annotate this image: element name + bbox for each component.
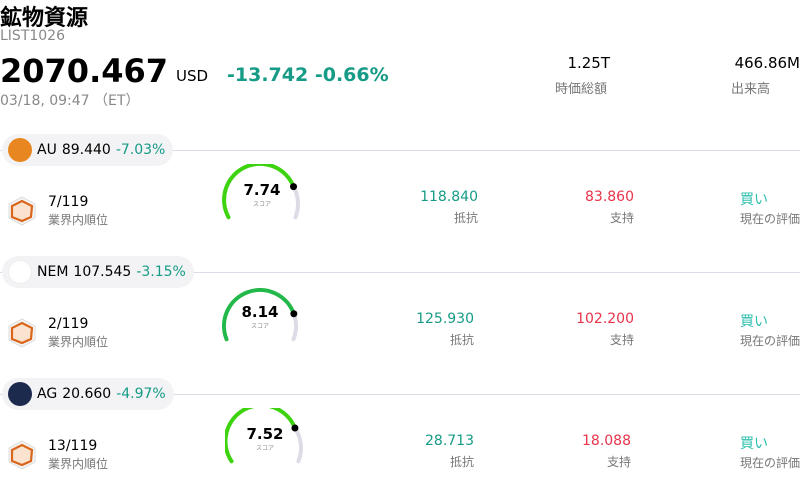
stock-row[interactable]: 13/119 業界内順位 7.52 スコア 28.713 抵抗 18.088 支… <box>0 403 800 490</box>
score-value: 8.14 <box>241 303 279 321</box>
stock-pill[interactable]: AU 89.440 -7.03% <box>2 134 174 166</box>
rating-value: 買い <box>740 314 768 330</box>
industry-rank: 7/119 <box>48 194 89 210</box>
support-value: 102.200 <box>576 311 634 327</box>
market-cap: 1.25T <box>567 54 610 72</box>
gauge-fill <box>222 161 296 220</box>
rating-label: 現在の評価 <box>740 212 800 226</box>
score-value: 7.52 <box>246 425 284 443</box>
stock-change: -4.97% <box>116 386 166 402</box>
list-code: LIST1026 <box>0 28 65 44</box>
resistance-value: 118.840 <box>420 189 478 205</box>
support-label: 支持 <box>609 211 634 225</box>
radar-chart-icon <box>8 440 36 470</box>
stock-change: -3.15% <box>136 264 186 280</box>
resistance-label: 抵抗 <box>449 333 474 347</box>
stock-pill[interactable]: AG 20.660 -4.97% <box>2 378 174 410</box>
volume: 466.86M <box>734 54 800 72</box>
ticker: AU <box>37 142 57 158</box>
support-value: 18.088 <box>582 433 631 449</box>
industry-rank: 13/119 <box>48 438 98 454</box>
support-label: 支持 <box>606 455 631 469</box>
support-value: 83.860 <box>585 189 634 205</box>
market-cap-label: 時価総額 <box>555 82 608 97</box>
stock-header[interactable]: AG 20.660 -4.97% <box>0 378 800 412</box>
company-logo-icon <box>8 382 32 406</box>
gauge-fill <box>222 288 296 342</box>
rating-value: 買い <box>740 436 768 452</box>
currency: USD <box>176 67 209 85</box>
industry-rank-label: 業界内順位 <box>48 335 109 349</box>
gauge-marker <box>291 424 299 432</box>
stock-header[interactable]: NEM 107.545 -3.15% <box>0 256 800 290</box>
change-percent: -0.66% <box>314 64 389 86</box>
resistance-value: 28.713 <box>425 433 474 449</box>
gauge-marker <box>290 183 298 191</box>
volume-label: 出来高 <box>731 82 771 97</box>
stock-price: 20.660 <box>62 386 112 402</box>
rating-label: 現在の評価 <box>740 456 800 470</box>
company-logo-icon <box>8 260 32 284</box>
change-value: -13.742 <box>227 64 309 86</box>
stock-pill[interactable]: NEM 107.545 -3.15% <box>2 256 194 288</box>
company-logo-icon <box>8 138 32 162</box>
stock-row[interactable]: 2/119 業界内順位 8.14 スコア 125.930 抵抗 102.200 … <box>0 288 800 368</box>
index-price: 2070.467 <box>0 52 169 90</box>
resistance-label: 抵抗 <box>449 455 474 469</box>
stock-change: -7.03% <box>115 142 166 158</box>
divider <box>0 394 800 395</box>
score-label: スコア <box>252 201 271 208</box>
stock-price: 107.545 <box>73 264 132 280</box>
price-change: -13.742 -0.66% <box>227 64 389 86</box>
stock-price: 89.440 <box>61 142 111 158</box>
rating-label: 現在の評価 <box>740 334 800 348</box>
industry-rank: 2/119 <box>48 316 89 332</box>
resistance-label: 抵抗 <box>453 211 478 225</box>
ticker: AG <box>37 386 58 402</box>
divider <box>0 150 800 151</box>
score-label: スコア <box>250 323 269 330</box>
radar-chart-icon <box>8 196 36 226</box>
stock-row[interactable]: 7/119 業界内順位 7.74 スコア 118.840 抵抗 83.860 支… <box>0 161 800 246</box>
stock-header[interactable]: AU 89.440 -7.03% <box>0 134 800 168</box>
industry-rank-label: 業界内順位 <box>48 457 109 471</box>
page-title: 鉱物資源 <box>0 6 89 31</box>
gauge-arc <box>223 403 303 464</box>
radar-chart-icon <box>8 318 36 348</box>
score-label: スコア <box>255 445 274 452</box>
gauge-arc <box>222 161 300 220</box>
gauge-fill <box>223 403 297 464</box>
divider <box>0 272 800 273</box>
score-gauge: 7.74 スコア <box>222 161 302 230</box>
resistance-value: 125.930 <box>416 311 474 327</box>
ticker: NEM <box>37 264 69 280</box>
score-gauge: 8.14 スコア <box>220 286 300 352</box>
score-value: 7.74 <box>243 181 281 199</box>
support-label: 支持 <box>609 333 634 347</box>
gauge-marker <box>290 310 298 318</box>
score-gauge: 7.52 スコア <box>223 403 305 474</box>
rating-value: 買い <box>740 192 768 208</box>
timestamp: 03/18, 09:47 （ET） <box>0 93 140 109</box>
industry-rank-label: 業界内順位 <box>48 213 109 227</box>
gauge-arc <box>222 288 298 342</box>
